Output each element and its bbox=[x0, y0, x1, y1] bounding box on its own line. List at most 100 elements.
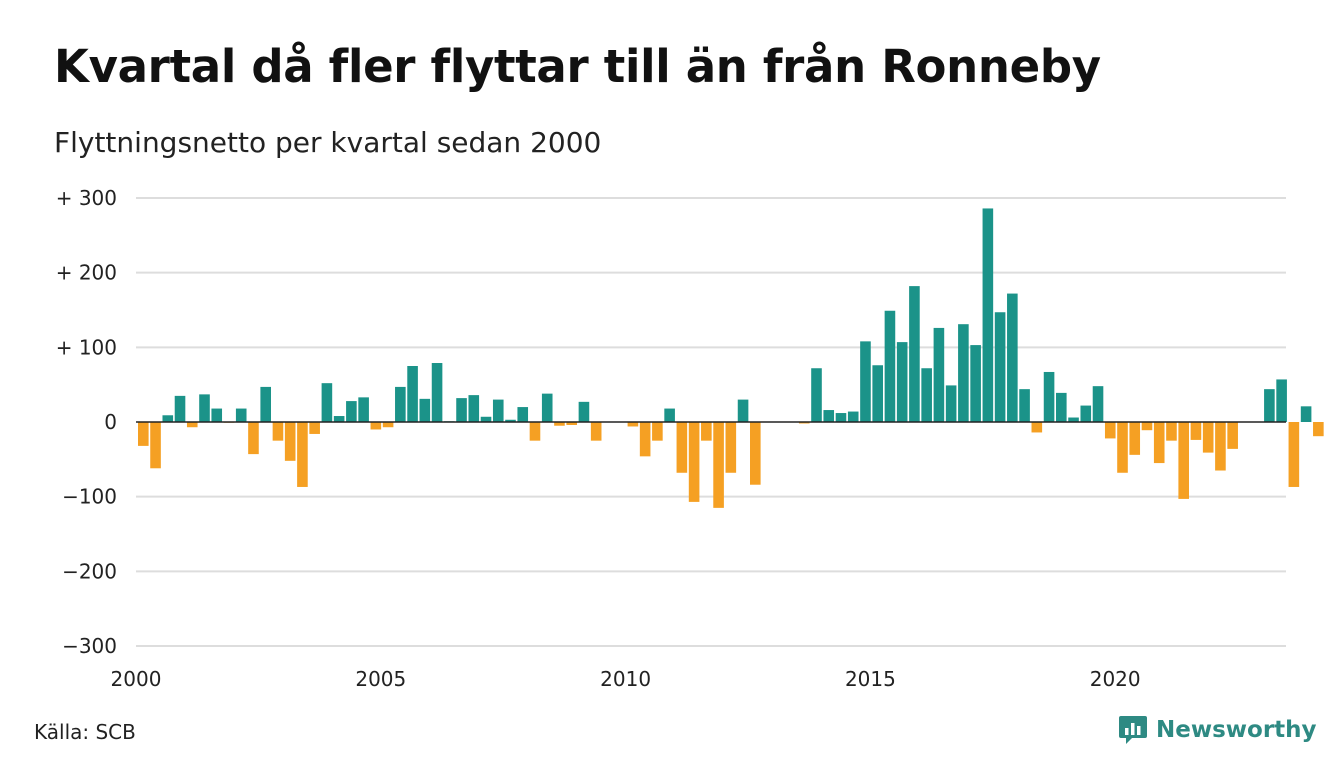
bar bbox=[382, 422, 394, 428]
bar bbox=[138, 422, 149, 446]
bar bbox=[627, 422, 639, 427]
bar bbox=[309, 422, 320, 434]
bar bbox=[1129, 422, 1141, 455]
bar bbox=[847, 411, 859, 422]
x-tick-label: 2010 bbox=[600, 667, 651, 691]
bar bbox=[407, 366, 418, 422]
bar bbox=[1007, 293, 1018, 422]
bar bbox=[505, 419, 516, 422]
bar bbox=[1068, 417, 1079, 422]
bar bbox=[248, 422, 259, 455]
bar bbox=[958, 324, 969, 422]
bar bbox=[456, 398, 467, 422]
bar bbox=[554, 422, 565, 426]
bar bbox=[578, 401, 590, 422]
y-tick-label: −100 bbox=[62, 485, 117, 509]
bar bbox=[1313, 422, 1324, 437]
bar bbox=[1227, 422, 1238, 449]
bar bbox=[872, 365, 883, 422]
bar bbox=[186, 422, 198, 428]
bar bbox=[260, 386, 271, 422]
bar bbox=[529, 422, 541, 441]
source-note: Källa: SCB bbox=[34, 720, 136, 744]
bar bbox=[492, 399, 504, 422]
bar bbox=[1080, 405, 1092, 422]
x-tick-label: 2020 bbox=[1090, 667, 1141, 691]
bar bbox=[346, 401, 357, 422]
brand-name: Newsworthy bbox=[1156, 717, 1317, 743]
brand-logo: Newsworthy bbox=[1118, 714, 1317, 746]
bar bbox=[982, 208, 994, 422]
bar bbox=[1190, 422, 1202, 440]
bar bbox=[419, 398, 431, 422]
bar bbox=[566, 422, 577, 425]
bar bbox=[1264, 389, 1275, 422]
bar bbox=[321, 383, 333, 422]
bar bbox=[162, 415, 174, 422]
bar bbox=[750, 422, 761, 485]
y-tick-label: −200 bbox=[62, 559, 117, 583]
newsworthy-logo-icon bbox=[1119, 716, 1147, 744]
bar bbox=[211, 408, 223, 422]
bar bbox=[395, 386, 406, 422]
bar bbox=[970, 345, 981, 422]
x-tick-label: 2015 bbox=[845, 667, 896, 691]
bar bbox=[1141, 422, 1153, 431]
bar bbox=[945, 385, 957, 422]
bar bbox=[1104, 422, 1116, 439]
bar bbox=[676, 422, 688, 473]
bars bbox=[138, 208, 1324, 508]
bar bbox=[1117, 422, 1128, 473]
bar bbox=[1215, 422, 1226, 471]
bar bbox=[1276, 379, 1287, 422]
bar bbox=[1043, 371, 1055, 422]
bar bbox=[1178, 422, 1189, 499]
bar bbox=[921, 368, 932, 422]
bar bbox=[994, 312, 1006, 422]
bar bbox=[1031, 422, 1043, 433]
bar bbox=[896, 342, 908, 422]
bar bbox=[284, 422, 296, 461]
bar bbox=[235, 408, 247, 422]
bar bbox=[1092, 386, 1104, 422]
bar bbox=[725, 422, 737, 473]
bar bbox=[1288, 422, 1300, 487]
gridlines bbox=[136, 197, 1286, 647]
y-tick-label: + 200 bbox=[56, 261, 117, 285]
bar bbox=[541, 393, 553, 422]
bar bbox=[701, 422, 712, 441]
bar bbox=[737, 399, 749, 422]
bar bbox=[1202, 422, 1214, 453]
bar bbox=[1056, 392, 1067, 422]
y-tick-label: 0 bbox=[104, 410, 117, 434]
bar bbox=[431, 363, 443, 422]
bar bbox=[811, 368, 822, 422]
bar bbox=[174, 395, 186, 422]
bar bbox=[713, 422, 724, 508]
bar bbox=[933, 327, 945, 422]
bar bbox=[664, 408, 675, 422]
bar bbox=[358, 397, 369, 422]
bar bbox=[639, 422, 651, 457]
bar bbox=[1300, 406, 1312, 422]
bar bbox=[860, 341, 871, 422]
y-tick-label: −300 bbox=[62, 634, 117, 658]
y-tick-label: + 100 bbox=[56, 335, 117, 359]
chart-subtitle: Flyttningsnetto per kvartal sedan 2000 bbox=[54, 126, 602, 159]
bar bbox=[1153, 422, 1165, 464]
bar bbox=[272, 422, 284, 441]
bar bbox=[884, 310, 896, 422]
bar bbox=[297, 422, 308, 487]
bar bbox=[688, 422, 700, 502]
bar bbox=[652, 422, 663, 441]
y-axis-ticks: + 300 + 200 + 100 0 −100 −200 −300 bbox=[56, 186, 117, 658]
bar bbox=[468, 395, 480, 422]
bar bbox=[590, 422, 602, 441]
chart-title: Kvartal då fler flyttar till än från Ron… bbox=[54, 40, 1101, 93]
x-tick-label: 2000 bbox=[111, 667, 162, 691]
x-axis-ticks: 2000 2005 2010 2015 2020 bbox=[111, 667, 1141, 691]
bar bbox=[823, 410, 835, 422]
bar bbox=[370, 422, 382, 430]
bar bbox=[150, 422, 161, 469]
